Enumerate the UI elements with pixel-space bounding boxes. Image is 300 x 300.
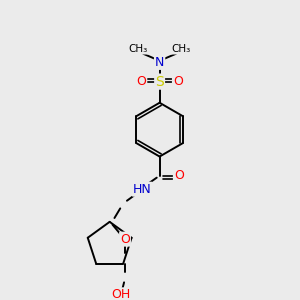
Text: O: O xyxy=(174,169,184,182)
Text: O: O xyxy=(136,75,146,88)
Text: S: S xyxy=(155,75,164,88)
Text: N: N xyxy=(155,56,164,69)
Text: O: O xyxy=(120,232,130,246)
Text: CH₃: CH₃ xyxy=(129,44,148,54)
Text: O: O xyxy=(173,75,183,88)
Text: OH: OH xyxy=(112,288,131,300)
Text: CH₃: CH₃ xyxy=(171,44,190,54)
Text: HN: HN xyxy=(133,183,152,196)
